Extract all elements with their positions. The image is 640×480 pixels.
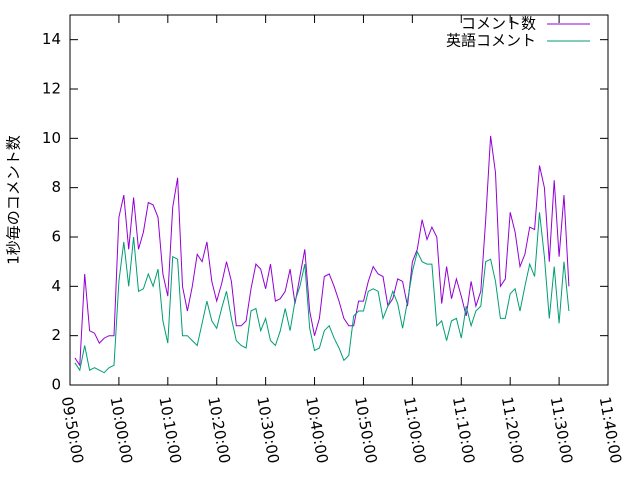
y-tick-label: 6 xyxy=(51,228,61,246)
y-tick-label: 2 xyxy=(51,326,61,344)
series-line xyxy=(74,212,570,374)
y-tick-label: 12 xyxy=(42,80,61,98)
legend-label: コメント数 xyxy=(461,15,536,33)
legend-label: 英語コメント xyxy=(446,32,536,50)
y-tick-label: 10 xyxy=(42,129,61,147)
y-tick-label: 14 xyxy=(42,30,61,48)
y-axis-label: 1秒毎のコメント数 xyxy=(5,135,23,265)
y-tick-label: 4 xyxy=(51,277,61,295)
series-line xyxy=(74,135,570,367)
y-tick-label: 0 xyxy=(51,376,61,394)
y-tick-label: 8 xyxy=(51,178,61,196)
plot-border xyxy=(69,14,609,386)
